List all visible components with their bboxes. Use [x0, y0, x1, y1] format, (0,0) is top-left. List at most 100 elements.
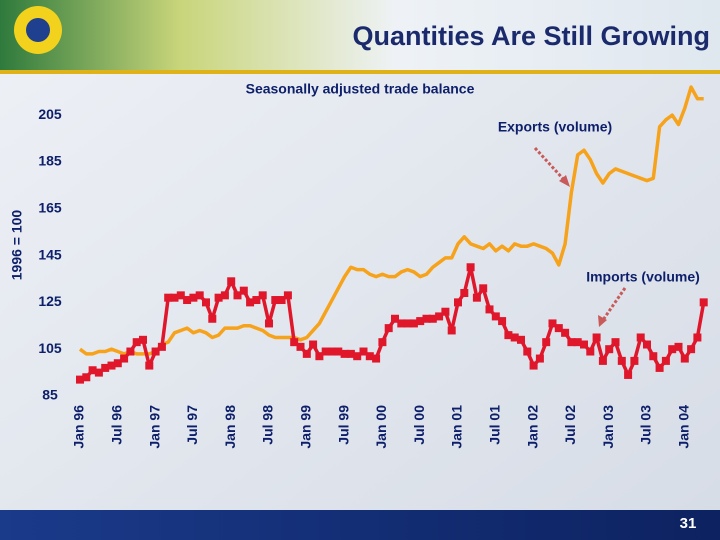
marker [227, 277, 236, 286]
marker [94, 368, 103, 377]
marker [214, 293, 223, 302]
marker [315, 352, 324, 361]
marker [384, 324, 393, 333]
x-tick-label: Jul 01 [487, 405, 503, 445]
marker [309, 340, 318, 349]
marker [107, 361, 116, 370]
marker [189, 293, 198, 302]
marker [567, 338, 576, 347]
x-tick-label: Jul 96 [109, 405, 125, 445]
x-tick-label: Jan 01 [449, 405, 465, 449]
marker [378, 338, 387, 347]
marker [151, 347, 160, 356]
x-tick-label: Jul 97 [184, 405, 200, 445]
marker [120, 354, 129, 363]
marker [485, 305, 494, 314]
marker [126, 347, 135, 356]
marker [598, 356, 607, 365]
marker [561, 328, 570, 337]
page-number: 31 [680, 515, 697, 532]
marker [139, 335, 147, 344]
marker [391, 314, 399, 323]
marker [145, 361, 154, 370]
x-tick-label: Jan 02 [524, 405, 540, 449]
marker [624, 370, 633, 379]
y-tick-label: 125 [38, 293, 62, 309]
marker [630, 356, 639, 365]
marker [239, 286, 248, 295]
marker [132, 338, 141, 347]
marker [668, 345, 677, 354]
x-tick-label: Jan 03 [600, 405, 616, 449]
marker [535, 354, 544, 363]
marker [554, 324, 563, 333]
marker [422, 314, 431, 323]
annotation: Imports (volume) [586, 269, 700, 285]
marker [447, 326, 456, 335]
series-line [78, 85, 704, 356]
marker [655, 363, 664, 372]
marker [661, 356, 670, 365]
x-tick-label: Jul 98 [260, 405, 276, 445]
x-tick-label: Jul 00 [411, 405, 427, 445]
marker [617, 356, 626, 365]
marker [340, 349, 349, 358]
marker [283, 291, 292, 300]
plot: 85 105 125 145 165 185 205 Jan 96 Jul 96 Jan 97 Ju… [38, 85, 708, 449]
marker [403, 319, 412, 328]
y-tick-label: 105 [38, 340, 62, 356]
marker [586, 347, 595, 356]
annotation-arrow [601, 287, 627, 321]
marker [170, 293, 179, 302]
marker [157, 342, 166, 351]
x-tick-label: Jan 96 [71, 405, 87, 449]
marker [504, 331, 513, 340]
x-tick-label: Jan 04 [676, 405, 692, 449]
marker [580, 340, 588, 349]
marker [353, 352, 362, 361]
marker [605, 345, 614, 354]
marker [416, 317, 425, 326]
marker [76, 375, 84, 384]
marker [359, 347, 368, 356]
x-tick-label: Jul 02 [562, 405, 578, 445]
marker [674, 342, 683, 351]
marker [202, 298, 210, 307]
header-band [0, 0, 720, 74]
header-rule [0, 70, 720, 74]
marker [680, 354, 689, 363]
slide-title: Quantities Are Still Growing [352, 21, 710, 51]
y-tick-label: 145 [38, 246, 62, 262]
marker [265, 319, 273, 328]
marker [491, 312, 500, 321]
marker [466, 263, 475, 272]
marker [271, 296, 280, 305]
marker [592, 333, 601, 342]
marker [82, 373, 91, 382]
marker [346, 349, 355, 358]
arrow-head [559, 175, 570, 187]
x-tick-label: Jul 03 [638, 405, 654, 445]
annotation: Exports (volume) [498, 119, 612, 135]
marker [296, 342, 305, 351]
marker [101, 363, 110, 372]
marker [643, 340, 651, 349]
marker [435, 312, 444, 321]
chart-subtitle: Seasonally adjusted trade balance [246, 81, 475, 97]
marker [113, 359, 122, 368]
y-tick-label: 165 [38, 199, 62, 215]
marker [479, 284, 488, 293]
marker [246, 298, 255, 307]
marker [523, 347, 532, 356]
marker [548, 319, 557, 328]
marker [687, 345, 696, 354]
marker [372, 354, 381, 363]
marker [649, 352, 658, 361]
marker [176, 291, 185, 300]
marker [252, 296, 261, 305]
marker [510, 333, 519, 342]
marker [208, 314, 217, 323]
marker [542, 338, 551, 347]
x-tick-label: Jul 99 [335, 405, 351, 445]
annotation-arrow [533, 146, 568, 184]
